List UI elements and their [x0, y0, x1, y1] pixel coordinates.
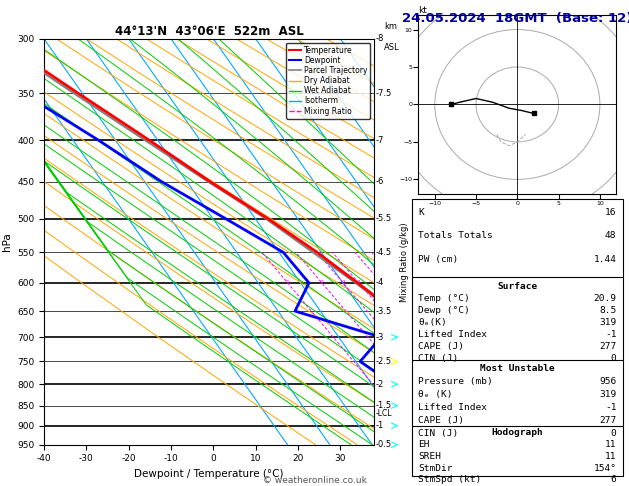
Text: -1.5: -1.5	[376, 401, 392, 410]
Text: 11: 11	[605, 440, 616, 449]
Text: 154°: 154°	[593, 464, 616, 472]
Text: 2: 2	[320, 280, 324, 285]
Title: 44°13'N  43°06'E  522m  ASL: 44°13'N 43°06'E 522m ASL	[114, 25, 304, 38]
Text: 8.5: 8.5	[599, 306, 616, 315]
Y-axis label: hPa: hPa	[1, 232, 11, 251]
Text: km: km	[384, 22, 397, 31]
Text: 319: 319	[599, 318, 616, 327]
Text: Totals Totals: Totals Totals	[418, 231, 493, 240]
Text: 956: 956	[599, 377, 616, 386]
Text: CAPE (J): CAPE (J)	[418, 342, 464, 351]
Text: -1: -1	[605, 330, 616, 339]
Text: -3.5: -3.5	[376, 307, 392, 315]
Text: 24.05.2024  18GMT  (Base: 12): 24.05.2024 18GMT (Base: 12)	[402, 12, 629, 25]
Text: Mixing Ratio (g/kg): Mixing Ratio (g/kg)	[400, 222, 409, 302]
Text: 0: 0	[611, 429, 616, 438]
Text: StmSpd (kt): StmSpd (kt)	[418, 475, 482, 485]
Text: 20.9: 20.9	[593, 295, 616, 303]
Text: -5.5: -5.5	[376, 214, 392, 223]
Text: Hodograph: Hodograph	[491, 428, 543, 437]
Text: -LCL: -LCL	[376, 409, 392, 418]
Text: ASL: ASL	[384, 43, 400, 52]
Text: 6: 6	[611, 475, 616, 485]
Text: Lifted Index: Lifted Index	[418, 330, 487, 339]
Text: 11: 11	[605, 451, 616, 461]
Text: 48: 48	[605, 231, 616, 240]
Text: CIN (J): CIN (J)	[418, 354, 459, 363]
Text: -1: -1	[376, 421, 384, 430]
Text: 16: 16	[605, 208, 616, 217]
X-axis label: Dewpoint / Temperature (°C): Dewpoint / Temperature (°C)	[135, 469, 284, 479]
Text: -8: -8	[376, 35, 384, 43]
Text: 3: 3	[341, 280, 345, 285]
Text: 277: 277	[599, 416, 616, 425]
Text: 319: 319	[599, 390, 616, 399]
Text: -7.5: -7.5	[376, 88, 392, 98]
Text: -0.5: -0.5	[376, 440, 392, 449]
Text: -4.5: -4.5	[376, 248, 392, 257]
Text: CIN (J): CIN (J)	[418, 429, 459, 438]
Text: 4: 4	[357, 280, 360, 285]
Text: -7: -7	[376, 136, 384, 145]
Text: Most Unstable: Most Unstable	[480, 364, 555, 373]
Text: EH: EH	[418, 440, 430, 449]
Text: Lifted Index: Lifted Index	[418, 403, 487, 412]
Legend: Temperature, Dewpoint, Parcel Trajectory, Dry Adiabat, Wet Adiabat, Isotherm, Mi: Temperature, Dewpoint, Parcel Trajectory…	[286, 43, 370, 119]
Text: 1: 1	[286, 280, 289, 285]
Text: θₑ (K): θₑ (K)	[418, 390, 453, 399]
Text: θₑ(K): θₑ(K)	[418, 318, 447, 327]
Text: Temp (°C): Temp (°C)	[418, 295, 470, 303]
Text: kt: kt	[418, 5, 427, 15]
Text: -4: -4	[376, 278, 384, 287]
Text: Pressure (mb): Pressure (mb)	[418, 377, 493, 386]
Text: CAPE (J): CAPE (J)	[418, 416, 464, 425]
Text: -2: -2	[376, 380, 384, 389]
Text: StmDir: StmDir	[418, 464, 453, 472]
Text: -6: -6	[376, 177, 384, 186]
Text: -3: -3	[376, 333, 384, 342]
Text: 277: 277	[599, 342, 616, 351]
Text: Surface: Surface	[498, 282, 537, 292]
Text: SREH: SREH	[418, 451, 442, 461]
Text: 0: 0	[611, 354, 616, 363]
Text: -1: -1	[605, 403, 616, 412]
Text: -2.5: -2.5	[376, 357, 392, 366]
Text: K: K	[418, 208, 424, 217]
Text: © weatheronline.co.uk: © weatheronline.co.uk	[262, 476, 367, 485]
Text: 1.44: 1.44	[593, 255, 616, 264]
Text: PW (cm): PW (cm)	[418, 255, 459, 264]
Text: Dewp (°C): Dewp (°C)	[418, 306, 470, 315]
